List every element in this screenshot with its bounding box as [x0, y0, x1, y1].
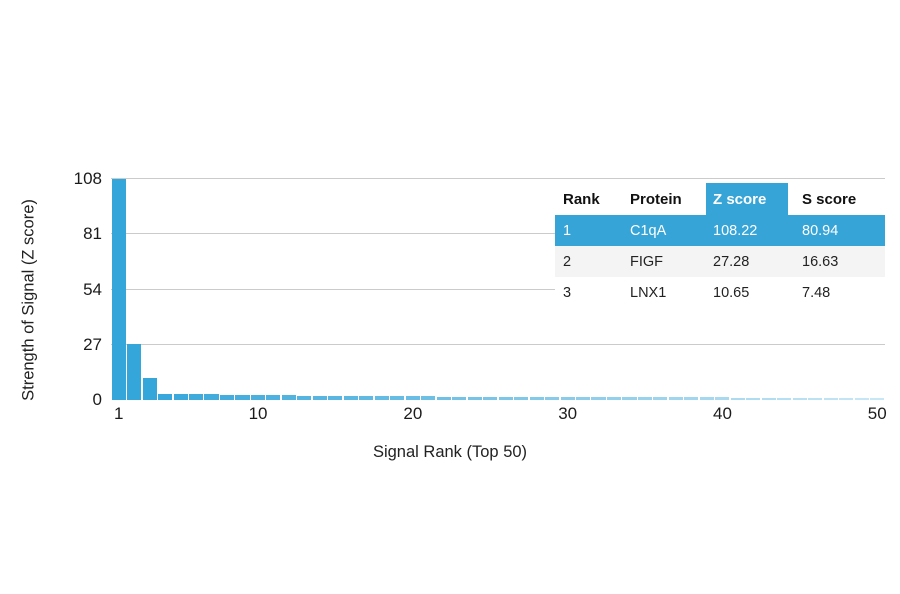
- bar-rank-46: [808, 397, 823, 400]
- x-tick-40: 40: [712, 404, 732, 423]
- bar-rank-30: [560, 396, 575, 400]
- bar-rank-39: [699, 397, 714, 400]
- bar-rank-41: [730, 397, 745, 400]
- bar-rank-37: [668, 397, 683, 400]
- bar-rank-47: [823, 397, 838, 400]
- bar-rank-16: [343, 395, 358, 400]
- table-header-rank: Rank: [563, 190, 600, 208]
- bar-rank-11: [266, 395, 281, 400]
- bar-rank-27: [514, 396, 529, 400]
- bar-rank-8: [219, 394, 235, 400]
- bar-rank-7: [204, 394, 219, 400]
- gridline-27: [111, 343, 885, 345]
- bar-rank-38: [684, 397, 699, 400]
- bar-rank-29: [545, 396, 560, 400]
- bar-rank-3: [142, 378, 157, 400]
- table-header-row: Rank Protein Z score S score: [555, 183, 885, 215]
- bar-rank-26: [498, 396, 513, 400]
- bar-rank-15: [328, 395, 343, 400]
- table-body: 1 C1qA 108.22 80.94 2 FIGF 27.28 16.63 3 LNX1 10.6…: [555, 215, 885, 308]
- table-cell: FIGF: [630, 253, 664, 270]
- table-row-lnx1[interactable]: 3 LNX1 10.65 7.48: [555, 277, 885, 308]
- bar-rank-44: [777, 397, 792, 400]
- table-cell: LNX1: [630, 284, 667, 301]
- table-row-c1qa[interactable]: 1 C1qA 108.22 80.94: [555, 215, 885, 246]
- table-cell: 108.22: [713, 222, 758, 239]
- bar-rank-48: [839, 397, 854, 400]
- bar-rank-40: [715, 397, 730, 400]
- bar-rank-24: [467, 396, 482, 400]
- table-header-s-score: S score: [802, 190, 857, 208]
- bar-rank-4: [158, 393, 173, 400]
- table-cell: 1: [563, 222, 572, 239]
- y-axis-title: Strength of Signal (Z score): [19, 199, 38, 401]
- table-header-protein: Protein: [630, 190, 682, 208]
- table-cell: C1qA: [630, 222, 667, 239]
- y-tick-54: 54: [83, 279, 102, 299]
- x-tick-1: 1: [114, 404, 124, 423]
- table-cell: 3: [563, 284, 572, 301]
- bar-rank-43: [761, 397, 776, 400]
- bar-rank-2: [127, 344, 142, 400]
- bar-rank-1: [111, 178, 126, 400]
- protein-table: Rank Protein Z score S score 1 C1qA 108.22 80.…: [555, 183, 885, 308]
- bar-rank-45: [792, 397, 807, 400]
- bar-rank-5: [173, 394, 188, 400]
- table-row-figf[interactable]: 2 FIGF 27.28 16.63: [555, 246, 885, 277]
- bar-rank-13: [297, 395, 312, 400]
- bar-rank-10: [250, 395, 265, 400]
- bar-rank-22: [436, 396, 451, 400]
- table-cell: 2: [563, 253, 572, 270]
- table-cell: 7.48: [802, 284, 831, 301]
- bar-rank-21: [421, 396, 436, 400]
- bar-rank-25: [483, 396, 498, 400]
- y-tick-27: 27: [83, 334, 102, 354]
- y-tick-108: 108: [73, 169, 102, 188]
- plot-area: [111, 178, 885, 400]
- bar-rank-9: [235, 394, 250, 400]
- gridline-81: [111, 233, 885, 235]
- bar-rank-34: [622, 397, 637, 400]
- y-tick-0: 0: [92, 390, 102, 409]
- bar-rank-50: [870, 397, 885, 400]
- x-axis-title: Signal Rank (Top 50): [372, 443, 528, 461]
- y-tick-81: 81: [83, 224, 102, 244]
- bar-rank-18: [374, 396, 389, 400]
- table-cell: 27.28: [713, 253, 750, 270]
- table-header-z-score: Z score: [706, 183, 788, 215]
- bar-rank-19: [390, 396, 405, 400]
- table-cell: 16.63: [802, 253, 839, 270]
- bar-rank-14: [312, 395, 327, 400]
- bar-rank-32: [591, 397, 606, 400]
- x-tick-10: 10: [248, 404, 268, 423]
- bar-rank-20: [405, 396, 420, 400]
- bar-rank-36: [653, 397, 668, 400]
- table-cell: 10.65: [713, 284, 750, 301]
- bar-rank-23: [452, 396, 467, 400]
- bar-rank-6: [189, 394, 204, 400]
- x-tick-20: 20: [403, 404, 423, 423]
- gridline-54: [111, 288, 885, 290]
- bar-rank-31: [576, 397, 591, 400]
- x-tick-30: 30: [558, 404, 578, 423]
- bar-rank-42: [746, 397, 761, 400]
- bar-rank-12: [281, 395, 296, 400]
- bar-rank-35: [637, 397, 652, 400]
- table-cell: 80.94: [802, 222, 839, 239]
- x-tick-50: 50: [867, 404, 887, 423]
- bar-rank-17: [359, 396, 374, 400]
- gridline-108: [111, 178, 885, 179]
- bar-rank-33: [606, 397, 622, 400]
- bar-rank-49: [854, 397, 869, 400]
- bar-rank-28: [529, 396, 544, 400]
